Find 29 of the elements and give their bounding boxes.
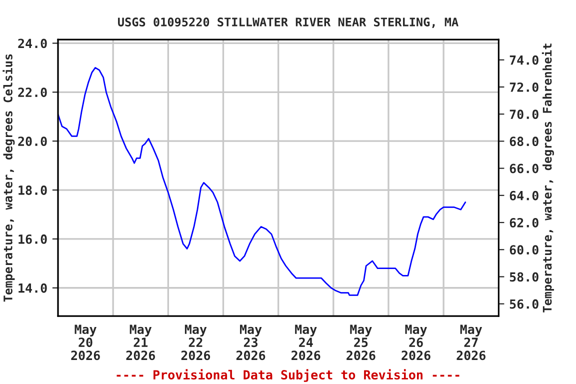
x-tick-label: May 23 2026: [236, 324, 266, 360]
y-tick-label: 14.0: [18, 283, 47, 293]
chart-title: USGS 01095220 STILLWATER RIVER NEAR STERLING, MA: [118, 18, 458, 28]
x-tick-label: May 22 2026: [181, 324, 210, 360]
x-tick-label: May 25 2026: [346, 324, 376, 360]
y-tick-label: 16.0: [18, 234, 47, 244]
text: ---- Provisional Data Subject to Revision ----: [116, 369, 460, 382]
x-tick-label: May 24 2026: [292, 324, 320, 360]
y2-axis-title: Temperature, water, degrees Fahrenheit: [542, 44, 554, 312]
line-series: [58, 66, 466, 296]
y2-tick-label: 64.0: [510, 190, 538, 200]
y-tick-label: 18.0: [18, 185, 47, 195]
x-tick-label: May 20 2026: [71, 324, 100, 360]
x-tick-label: May 21 2026: [126, 324, 155, 360]
y2-tick-label: 70.0: [510, 110, 538, 120]
y2-tick-label: 72.0: [510, 82, 538, 92]
y-tick-label: 22.0: [18, 88, 47, 98]
y2-tick-label: 56.0: [510, 299, 538, 309]
y-axis-title: Temperature, water, degrees Celsius: [2, 54, 15, 302]
y2-tick-label: 66.0: [510, 164, 538, 174]
x-tick-label: May 27 2026: [456, 324, 486, 360]
y2-tick-label: 58.0: [510, 272, 538, 282]
x-tick-label: May 26 2026: [402, 324, 430, 360]
y2-tick-label: 60.0: [510, 245, 538, 255]
y-tick-label: 20.0: [18, 136, 47, 146]
y-tick-label: 24.0: [18, 38, 47, 48]
y2-tick-label: 68.0: [510, 136, 538, 146]
y2-tick-label: 74.0: [510, 55, 538, 65]
y2-tick-label: 62.0: [510, 218, 538, 228]
